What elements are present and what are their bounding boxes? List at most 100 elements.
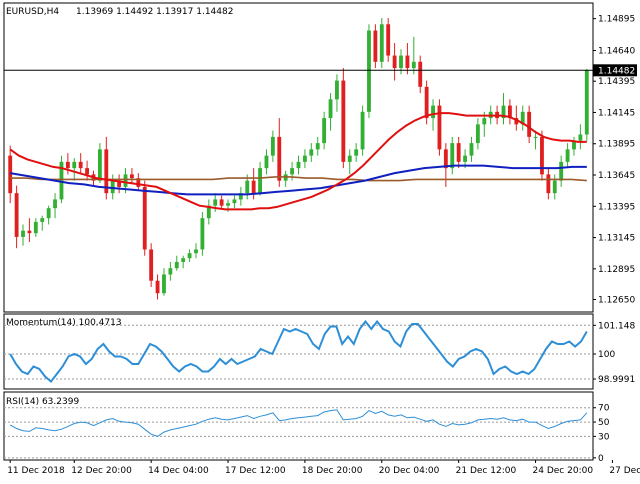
candle-body: [552, 180, 557, 194]
candle-body: [213, 199, 218, 206]
candle-body: [360, 111, 365, 150]
candle-body: [251, 180, 256, 194]
rsi-line: [9, 409, 588, 437]
candle-body: [130, 174, 134, 179]
candle-body: [540, 136, 544, 175]
candle-body: [322, 118, 327, 144]
candle-body: [181, 258, 186, 262]
price-tick-label: 1.14395: [598, 77, 635, 87]
candle-body: [302, 155, 307, 162]
candle-body: [187, 253, 192, 259]
time-tick-label: 21 Dec 12:00: [456, 466, 517, 476]
price-tick-label: 1.14145: [598, 108, 635, 118]
candle-body: [533, 136, 538, 138]
time-tick-label: 11 Dec 2018: [7, 466, 65, 476]
candle-body: [584, 70, 589, 135]
candle-body: [72, 161, 77, 169]
candle-body: [315, 143, 320, 150]
price-tick-label: 1.13895: [598, 140, 635, 150]
time-tick-label: 14 Dec 04:00: [148, 466, 209, 476]
candle-body: [328, 99, 333, 119]
candles: [8, 18, 589, 300]
candle-body: [117, 180, 122, 187]
candle-body: [578, 134, 583, 141]
candle-body: [450, 143, 455, 169]
candle-body: [341, 80, 346, 162]
candle-body: [206, 205, 211, 219]
candle-body: [258, 168, 262, 194]
rsi-tick-label: 50: [598, 418, 610, 428]
candle-body: [27, 230, 32, 234]
candle-body: [507, 105, 512, 119]
rsi-label: RSI(14) 63.2399: [6, 397, 79, 407]
candle-body: [482, 118, 487, 125]
candle-body: [136, 178, 141, 187]
candle-body: [33, 221, 38, 234]
candle-body: [296, 161, 301, 169]
candle-body: [123, 174, 128, 187]
time-tick-label: 17 Dec 12:00: [225, 466, 286, 476]
time-tick-label: 27 Dec 04:00: [609, 466, 640, 476]
time-tick-label: 20 Dec 04:00: [379, 466, 440, 476]
price-tick-label: 1.12895: [598, 265, 635, 275]
momentum-pane-frame: [3, 313, 594, 390]
candle-body: [527, 111, 532, 137]
last-price-tag: [593, 64, 637, 77]
candle-body: [277, 136, 282, 181]
candle-body: [174, 261, 179, 269]
candle-body: [572, 140, 576, 150]
rsi-tick-label: 70: [598, 404, 610, 414]
price-tick-label: 1.13145: [598, 234, 635, 244]
candle-body: [405, 55, 410, 69]
candle-body: [373, 30, 378, 62]
time-tick-label: 18 Dec 20:00: [302, 466, 363, 476]
candle-body: [110, 180, 115, 194]
candle-body: [379, 24, 384, 62]
candle-body: [501, 105, 506, 119]
candle-body: [65, 161, 70, 169]
candle-body: [21, 230, 25, 237]
candle-body: [424, 86, 429, 119]
candle-body: [46, 208, 51, 219]
price-pane-frame: [3, 2, 594, 313]
candle-body: [59, 161, 64, 200]
momentum-tick-label: 98.9991: [598, 375, 635, 385]
candle-body: [194, 249, 198, 254]
momentum-label: Momentum(14) 100.4713: [6, 318, 122, 328]
candle-body: [399, 55, 403, 69]
price-tick-label: 1.14640: [598, 47, 635, 57]
momentum-line: [9, 319, 588, 383]
candle-body: [354, 149, 359, 156]
candle-body: [392, 55, 397, 69]
candle-body: [85, 168, 90, 175]
candle-body: [309, 149, 314, 156]
candle-body: [245, 180, 250, 194]
time-tick-label: 24 Dec 20:00: [533, 466, 594, 476]
candle-body: [226, 203, 230, 206]
candle-body: [431, 105, 435, 119]
candle-body: [463, 155, 467, 162]
candle-body: [14, 193, 19, 237]
candle-body: [559, 161, 564, 181]
candle-body: [232, 199, 237, 204]
candle-body: [97, 149, 102, 181]
candle-body: [78, 161, 83, 169]
candle-body: [514, 118, 519, 125]
candle-body: [290, 168, 295, 175]
rsi-pane-frame: [3, 391, 594, 461]
candle-body: [386, 24, 391, 56]
chart-ohlc-label: 1.13969 1.14492 1.13917 1.14482: [76, 7, 233, 17]
momentum-tick-label: 101.148: [598, 321, 635, 331]
candle-body: [162, 274, 166, 294]
candle-body: [219, 199, 224, 206]
candle-body: [347, 155, 352, 162]
last-price-tag-label: 1.14482: [598, 66, 635, 76]
candle-body: [53, 199, 57, 209]
candle-body: [411, 61, 416, 69]
price-tick-label: 1.13645: [598, 171, 635, 181]
price-tick-label: 1.13395: [598, 202, 635, 212]
candle-body: [270, 136, 275, 156]
ma-fast-line: [9, 112, 587, 211]
